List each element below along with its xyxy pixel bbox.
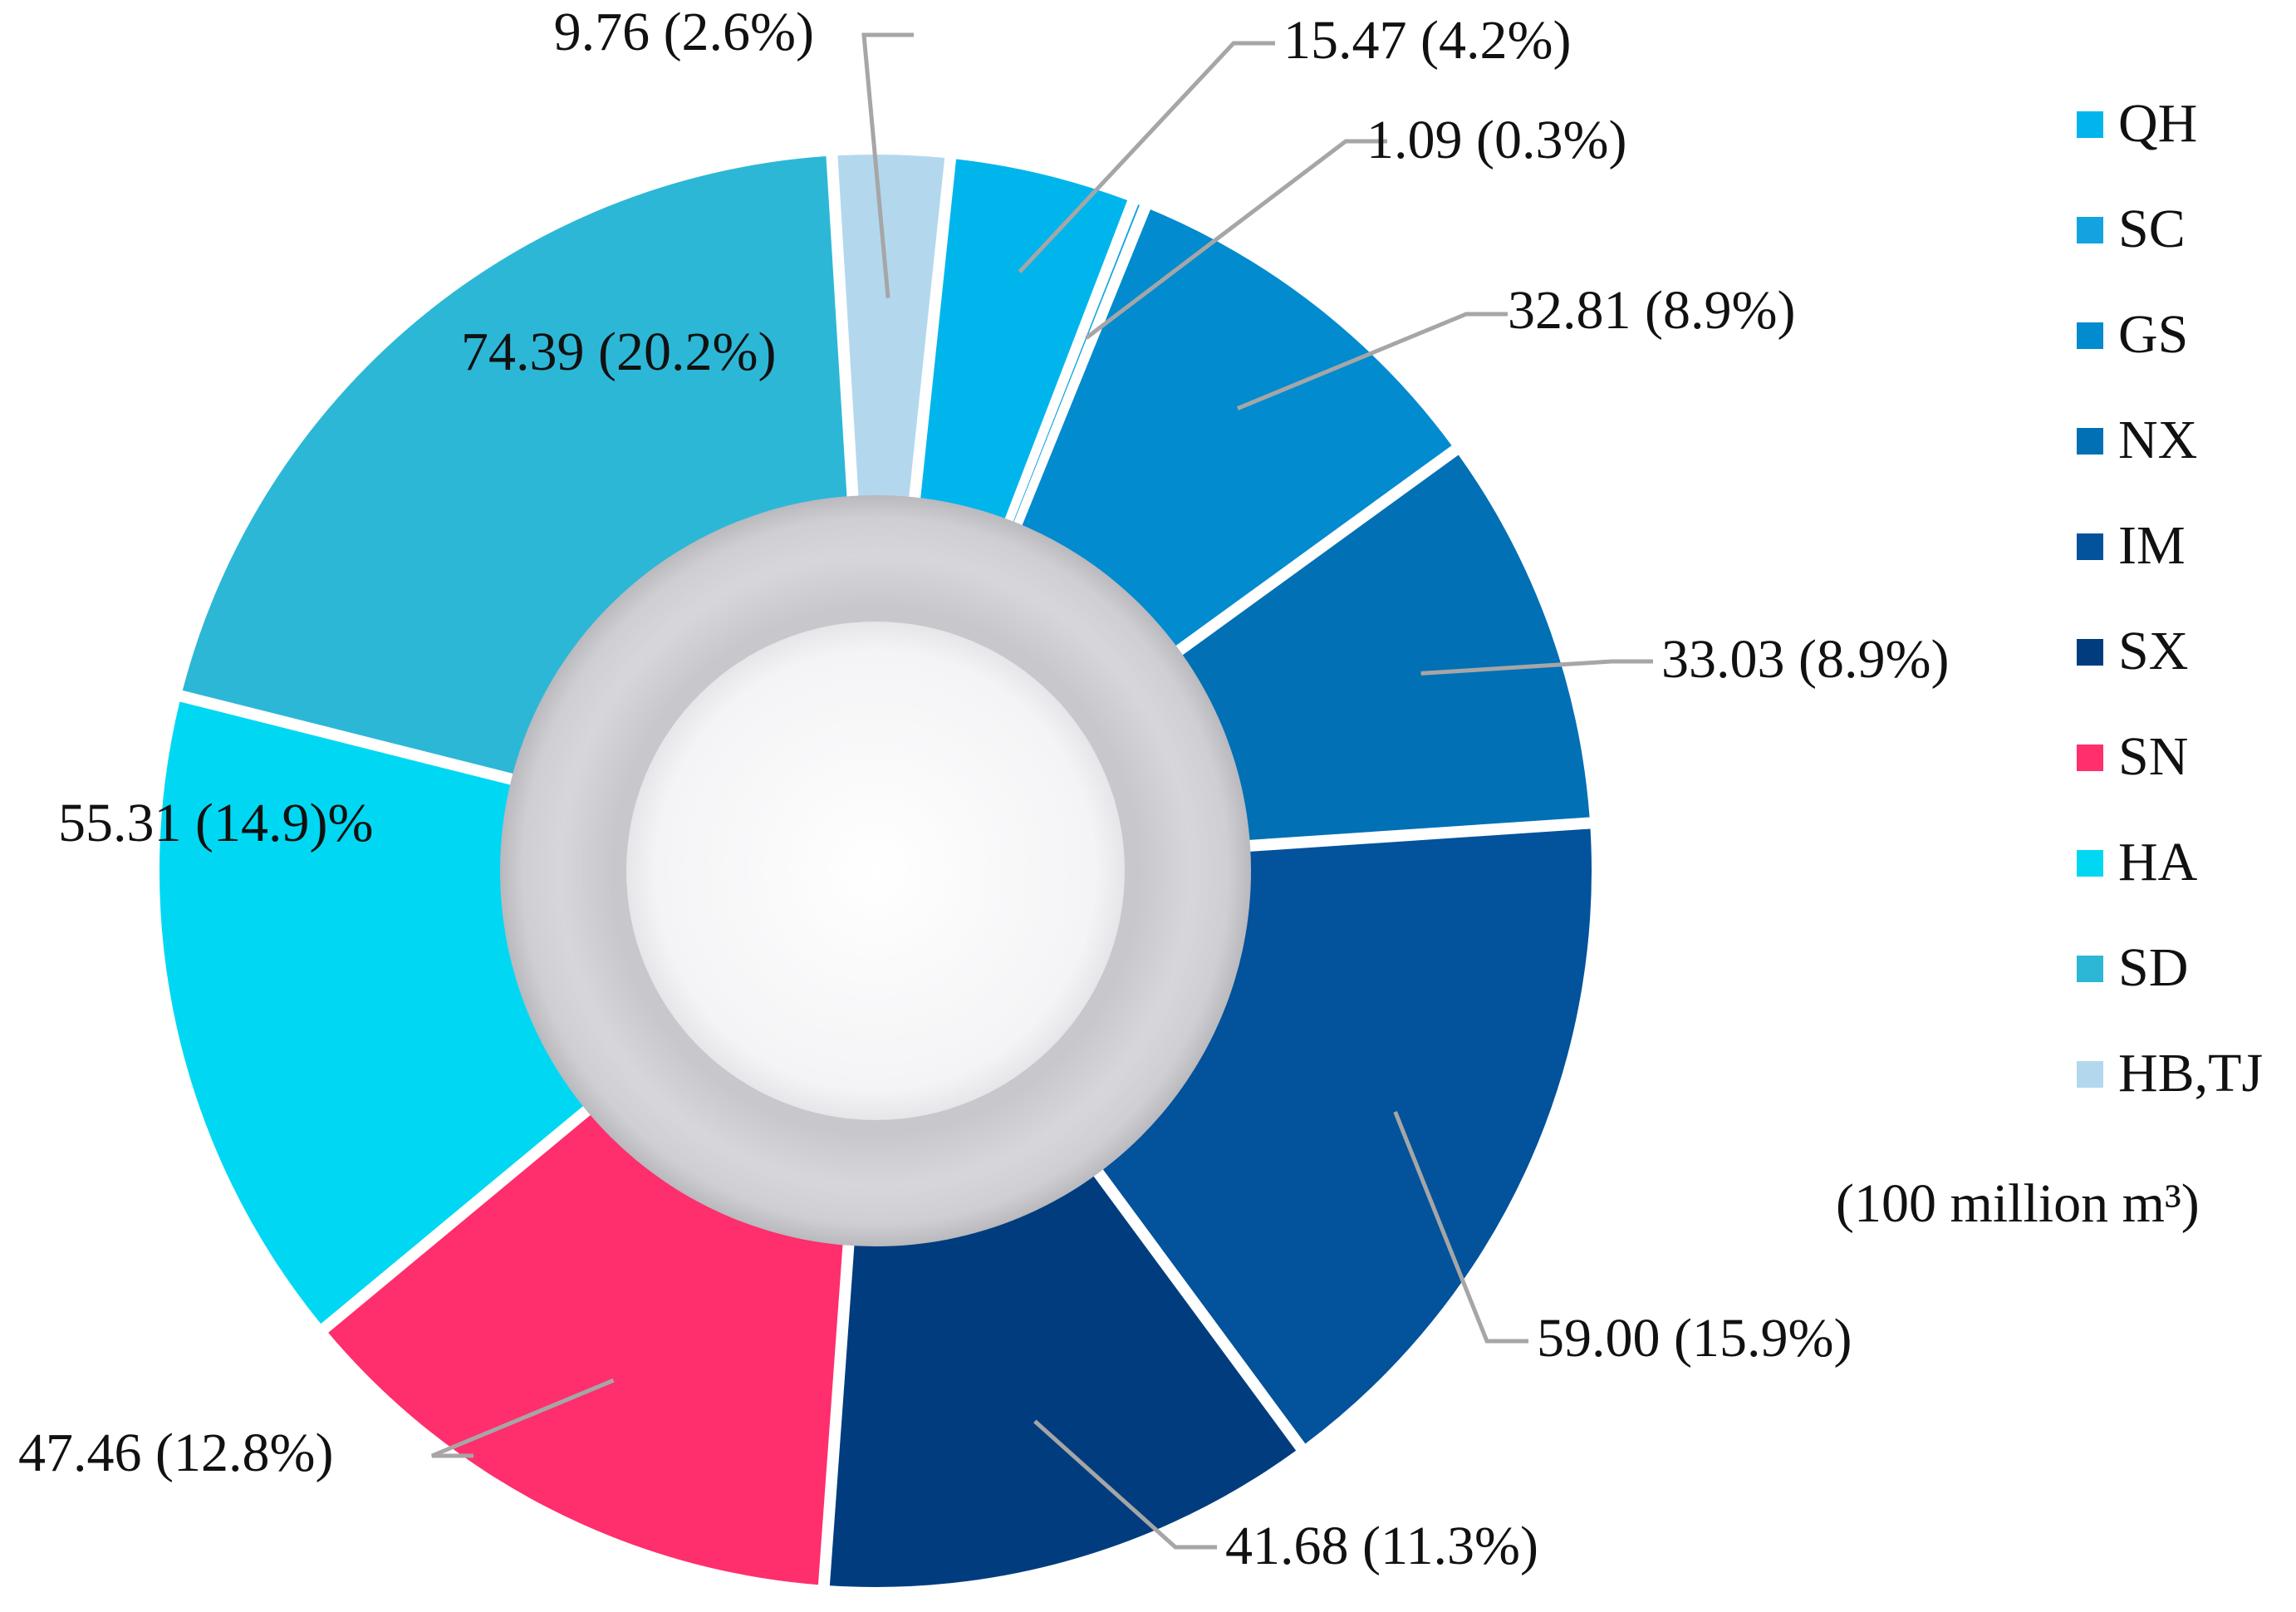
data-labels: 15.47 (4.2%) 1.09 (0.3%) 32.81 (8.9%) 33.03…: [18, 2, 1949, 1576]
legend-swatch-sc: [2077, 217, 2103, 243]
slice-hb-tj: [837, 155, 945, 507]
legend-swatch-sx: [2077, 639, 2103, 666]
legend-swatch-im: [2077, 533, 2103, 560]
legend-label-sn: SN: [2118, 726, 2188, 787]
leader-line-gs: [1236, 312, 1508, 410]
legend-swatch-qh: [2077, 111, 2103, 138]
leader-line-qh: [1018, 41, 1275, 273]
legend-swatch-sn: [2077, 745, 2103, 771]
unit-note: (100 million m³): [1836, 1173, 2200, 1234]
data-label-gs: 32.81 (8.9%): [1508, 280, 1795, 341]
legend-label-nx: NX: [2118, 410, 2197, 470]
data-label-sc: 1.09 (0.3%): [1366, 110, 1626, 170]
leader-line-sn: [431, 1378, 615, 1458]
data-label-sd: 74.39 (20.2%): [461, 322, 776, 382]
data-label-sn: 47.46 (12.8%): [18, 1423, 333, 1483]
data-label-im: 59.00 (15.9%): [1537, 1308, 1852, 1369]
legend-swatch-gs: [2077, 322, 2103, 349]
slice-gs: [1018, 209, 1452, 651]
leader-line-im: [1393, 1111, 1528, 1344]
legend-swatch-nx: [2077, 428, 2103, 455]
legend-label-hb-tj: HB,TJ: [2118, 1043, 2263, 1103]
legend-label-qh: QH: [2118, 93, 2197, 154]
slice-sn: [328, 1108, 844, 1585]
donut-slices: [159, 155, 1592, 1587]
slice-sd: [182, 156, 848, 776]
legend-label-gs: GS: [2118, 304, 2188, 365]
legend-label-im: IM: [2118, 515, 2186, 576]
legend: QH SC GS NX IM SX SN HA SD HB,TJ: [2077, 93, 2263, 1103]
data-label-ha: 55.31 (14.9)%: [58, 793, 373, 853]
data-label-nx: 33.03 (8.9%): [1661, 629, 1949, 690]
leader-line-nx: [1420, 659, 1653, 676]
legend-label-sd: SD: [2118, 937, 2188, 998]
slice-sx: [829, 1168, 1297, 1587]
leader-line-sc: [1085, 139, 1387, 340]
legend-label-sc: SC: [2118, 199, 2186, 259]
data-label-qh: 15.47 (4.2%): [1283, 10, 1571, 71]
legend-swatch-sd: [2077, 956, 2103, 982]
slice-sc: [1009, 204, 1140, 531]
leader-line-sx: [1033, 1419, 1217, 1550]
slice-im: [1096, 828, 1592, 1444]
legend-swatch-hb-tj: [2077, 1061, 2103, 1088]
legend-swatch-ha: [2077, 850, 2103, 877]
legend-label-ha: HA: [2118, 832, 2198, 892]
donut-center: [500, 495, 1251, 1246]
leader-lines: [431, 32, 1653, 1550]
legend-label-sx: SX: [2118, 621, 2188, 681]
slice-nx: [1175, 455, 1590, 841]
leader-line-hb-tj: [861, 32, 914, 298]
data-label-sx: 41.68 (11.3%): [1225, 1516, 1538, 1576]
slice-ha: [159, 701, 591, 1324]
slice-qh: [919, 159, 1128, 528]
center-hole: [626, 622, 1125, 1120]
data-label-hb-tj: 9.76 (2.6%): [554, 2, 814, 62]
